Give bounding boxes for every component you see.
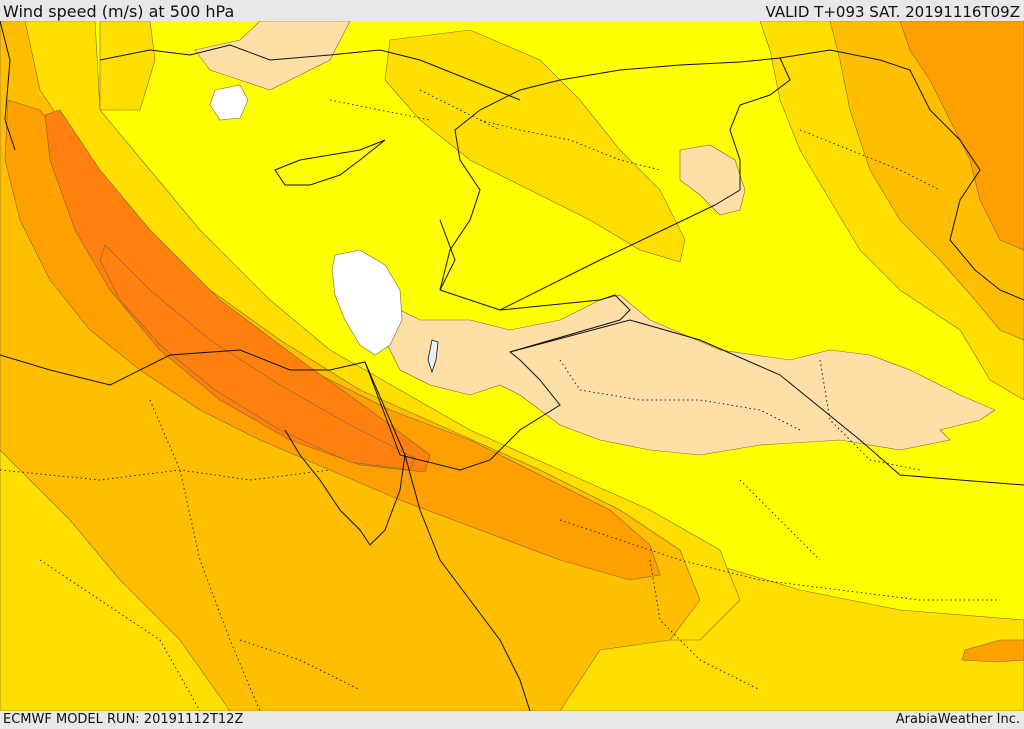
wind-band-light-syria — [679, 144, 746, 216]
region-boundaries — [0, 89, 1000, 711]
title-bar: Wind speed (m/s) at 500 hPa VALID T+093 … — [0, 0, 1024, 21]
wind-band-light-north — [194, 21, 351, 91]
map-title: Wind speed (m/s) at 500 hPa — [3, 2, 235, 21]
footer-bar: ECMWF MODEL RUN: 20191112T12Z ArabiaWeat… — [0, 711, 1024, 729]
wind-band-gold-northwest — [99, 21, 156, 111]
wind-band-light-central — [379, 294, 996, 456]
model-run-label: ECMWF MODEL RUN: 20191112T12Z — [3, 712, 244, 727]
wind-band-orange-east — [961, 639, 1024, 663]
credit-label: ArabiaWeather Inc. — [895, 712, 1020, 727]
wind-band-core-inner — [99, 244, 416, 471]
wind-band-orange-northeast — [899, 21, 1024, 251]
wind-band-white-black-sea — [209, 84, 249, 121]
wind-band-white-levant — [331, 249, 403, 356]
map-canvas[interactable] — [0, 21, 1024, 711]
valid-time-label: VALID T+093 SAT. 20191116T09Z — [765, 3, 1020, 21]
wind-speed-map — [0, 21, 1024, 711]
country-borders — [0, 21, 1024, 711]
lake-shape — [427, 339, 439, 374]
wind-band-gold-north — [384, 29, 686, 263]
